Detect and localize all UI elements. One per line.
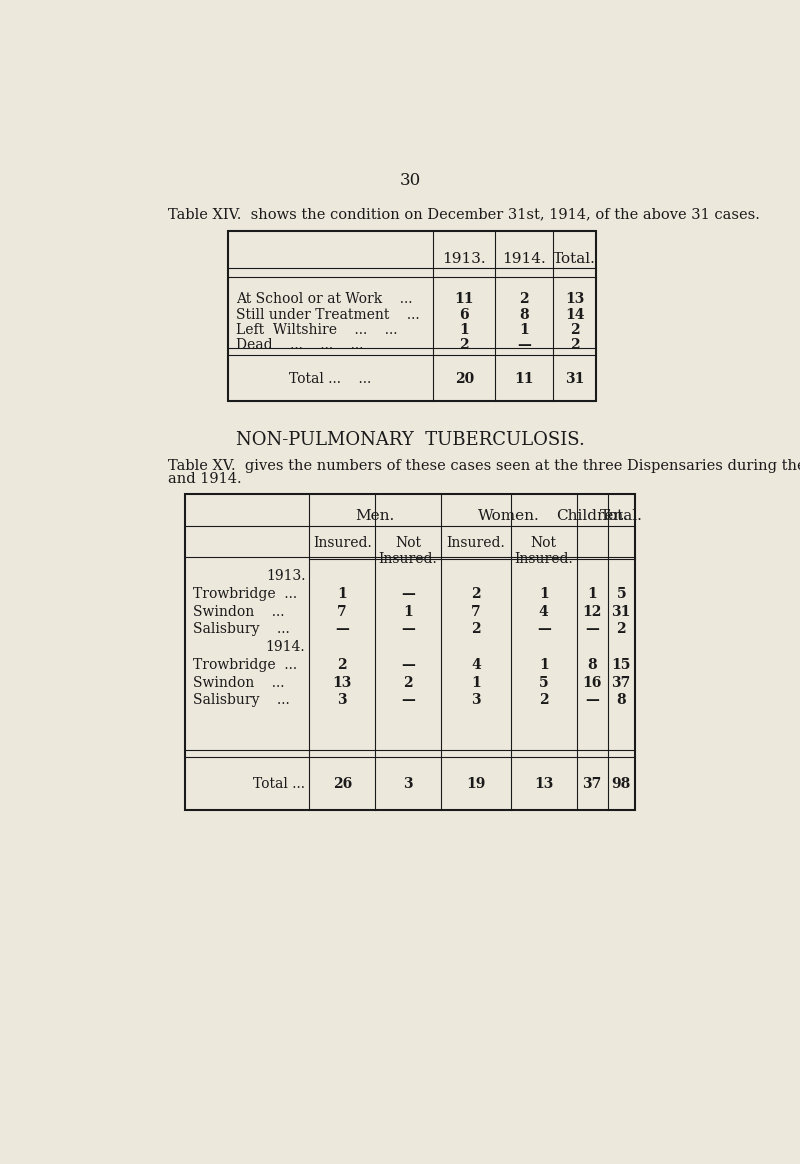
Text: and 1914.: and 1914.	[168, 473, 242, 487]
Text: 3: 3	[471, 694, 481, 708]
Text: 8: 8	[519, 307, 529, 321]
Text: 19: 19	[466, 778, 486, 792]
Text: 16: 16	[582, 675, 602, 689]
Text: 11: 11	[454, 292, 474, 306]
Text: 3: 3	[403, 778, 413, 792]
Text: 8: 8	[616, 694, 626, 708]
Text: 7: 7	[471, 605, 481, 619]
Text: 15: 15	[611, 658, 631, 672]
Text: 4: 4	[539, 605, 549, 619]
Text: —: —	[335, 623, 349, 637]
Text: 1: 1	[459, 322, 469, 336]
Text: 4: 4	[471, 658, 481, 672]
Text: 6: 6	[459, 307, 469, 321]
Text: 13: 13	[333, 675, 352, 689]
Text: —: —	[585, 694, 599, 708]
Text: —: —	[401, 587, 415, 601]
Text: Insured.: Insured.	[446, 537, 506, 551]
Text: 1: 1	[587, 587, 597, 601]
Text: 2: 2	[570, 322, 579, 336]
Text: —: —	[537, 623, 550, 637]
Text: 31: 31	[611, 605, 631, 619]
Text: 37: 37	[582, 778, 602, 792]
Text: 20: 20	[454, 372, 474, 386]
Text: 13: 13	[565, 292, 584, 306]
Text: 30: 30	[399, 172, 421, 189]
Text: 1: 1	[338, 587, 347, 601]
Text: Left  Wiltshire    ...    ...: Left Wiltshire ... ...	[236, 322, 397, 336]
Text: Still under Treatment    ...: Still under Treatment ...	[236, 307, 419, 321]
Text: 1: 1	[519, 322, 529, 336]
Text: At School or at Work    ...: At School or at Work ...	[236, 292, 412, 306]
Text: 2: 2	[403, 675, 413, 689]
Text: Total ...    ...: Total ... ...	[290, 372, 372, 386]
Text: 2: 2	[471, 623, 481, 637]
Text: NON-PULMONARY  TUBERCULOSIS.: NON-PULMONARY TUBERCULOSIS.	[235, 431, 585, 449]
Text: 1: 1	[471, 675, 481, 689]
Text: —: —	[401, 658, 415, 672]
Text: 2: 2	[459, 339, 469, 353]
Text: Salisbury    ...: Salisbury ...	[193, 623, 290, 637]
Text: 31: 31	[565, 372, 584, 386]
Text: 5: 5	[539, 675, 549, 689]
Text: Children.: Children.	[556, 510, 628, 524]
Text: 2: 2	[616, 623, 626, 637]
Text: Swindon    ...: Swindon ...	[193, 675, 285, 689]
Text: 1: 1	[539, 587, 549, 601]
Text: 1: 1	[403, 605, 413, 619]
Text: 1913.: 1913.	[266, 569, 306, 583]
Text: Men.: Men.	[355, 510, 394, 524]
Text: Total ...: Total ...	[254, 778, 306, 792]
Text: 1: 1	[539, 658, 549, 672]
Text: 11: 11	[514, 372, 534, 386]
Text: 2: 2	[519, 292, 529, 306]
Text: Table XIV.  shows the condition on December 31st, 1914, of the above 31 cases.: Table XIV. shows the condition on Decemb…	[168, 207, 760, 221]
Text: 8: 8	[587, 658, 597, 672]
Text: Trowbridge  ...: Trowbridge ...	[193, 658, 297, 672]
Text: 3: 3	[338, 694, 347, 708]
Text: 2: 2	[471, 587, 481, 601]
Text: 13: 13	[534, 778, 554, 792]
Text: Insured.: Insured.	[313, 537, 371, 551]
Text: 98: 98	[611, 778, 631, 792]
Text: Total.: Total.	[554, 253, 596, 267]
Text: Table XV.  gives the numbers of these cases seen at the three Dispensaries durin: Table XV. gives the numbers of these cas…	[168, 460, 800, 474]
Text: Not
Insured.: Not Insured.	[378, 537, 438, 567]
Bar	[228, 230, 596, 402]
Text: 1913.: 1913.	[442, 253, 486, 267]
Text: 2: 2	[539, 694, 549, 708]
Text: 37: 37	[611, 675, 631, 689]
Text: Not
Insured.: Not Insured.	[514, 537, 573, 567]
Text: —: —	[401, 623, 415, 637]
Bar	[186, 494, 634, 810]
Text: 5: 5	[616, 587, 626, 601]
Text: —: —	[401, 694, 415, 708]
Text: Total.: Total.	[600, 510, 642, 524]
Text: 7: 7	[338, 605, 347, 619]
Text: —: —	[518, 339, 531, 353]
Text: Dead    ...    ...    ...: Dead ... ... ...	[236, 339, 363, 353]
Text: 12: 12	[582, 605, 602, 619]
Text: 1914.: 1914.	[266, 640, 306, 654]
Text: 1914.: 1914.	[502, 253, 546, 267]
Text: Swindon    ...: Swindon ...	[193, 605, 285, 619]
Text: Trowbridge  ...: Trowbridge ...	[193, 587, 297, 601]
Text: 26: 26	[333, 778, 352, 792]
Text: Women.: Women.	[478, 510, 540, 524]
Text: 2: 2	[570, 339, 579, 353]
Text: —: —	[585, 623, 599, 637]
Text: Salisbury    ...: Salisbury ...	[193, 694, 290, 708]
Text: 14: 14	[565, 307, 585, 321]
Text: 2: 2	[338, 658, 347, 672]
